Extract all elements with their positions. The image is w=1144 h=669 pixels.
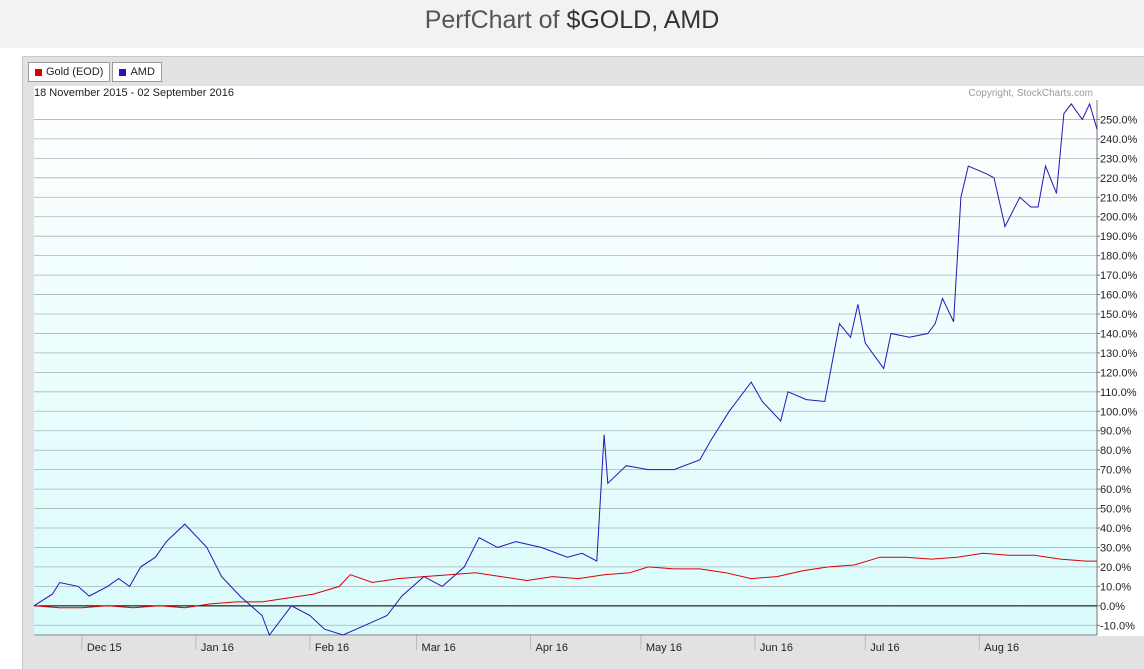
legend-item-gold[interactable]: Gold (EOD) (28, 62, 111, 82)
y-tick-label: 60.0% (1100, 484, 1131, 496)
y-tick-label: 190.0% (1100, 231, 1138, 243)
plot-area (34, 100, 1097, 635)
y-tick-label: 150.0% (1100, 309, 1138, 321)
x-tick-label: Jan 16 (201, 642, 234, 654)
y-tick-label: 100.0% (1100, 406, 1138, 418)
y-tick-label: 70.0% (1100, 465, 1131, 477)
y-tick-label: 10.0% (1100, 581, 1131, 593)
y-tick-label: 160.0% (1100, 290, 1138, 302)
x-tick-label: Jul 16 (870, 642, 899, 654)
y-tick-label: 140.0% (1100, 328, 1138, 340)
x-tick-label: Dec 15 (87, 642, 122, 654)
x-tick-label: Feb 16 (315, 642, 349, 654)
x-tick-label: Apr 16 (536, 642, 568, 654)
y-tick-label: 220.0% (1100, 173, 1138, 185)
date-range: 18 November 2015 - 02 September 2016 (34, 87, 234, 99)
legend-swatch-amd (119, 68, 127, 76)
y-tick-label: 90.0% (1100, 426, 1131, 438)
y-tick-label: 210.0% (1100, 192, 1138, 204)
x-tick-label: Mar 16 (422, 642, 456, 654)
x-tick-label: Aug 16 (984, 642, 1019, 654)
y-tick-label: 240.0% (1100, 134, 1138, 146)
horizontal-gridlines (34, 118, 1100, 626)
y-tick-label: 50.0% (1100, 504, 1131, 516)
legend-item-amd[interactable]: AMD (112, 62, 162, 82)
y-tick-label: 170.0% (1100, 270, 1138, 282)
y-tick-label: 180.0% (1100, 251, 1138, 263)
x-tick-label: Jun 16 (760, 642, 793, 654)
y-tick-label: 200.0% (1100, 212, 1138, 224)
y-tick-label: 0.0% (1100, 601, 1125, 613)
y-tick-label: -10.0% (1100, 620, 1135, 632)
y-tick-label: 40.0% (1100, 523, 1131, 535)
copyright-text: Copyright, StockCharts.com (969, 88, 1094, 99)
y-tick-label: 30.0% (1100, 542, 1131, 554)
y-tick-label: 230.0% (1100, 153, 1138, 165)
y-tick-label: 80.0% (1100, 445, 1131, 457)
legend-swatch-gold (35, 68, 42, 76)
y-tick-labels: -10.0% 0.0% 10.0% 20.0% 30.0% 40.0% 50.0% 60.0%… (1100, 114, 1138, 632)
title-prefix: PerfChart of (424, 6, 560, 34)
series-line-gold (33, 552, 1097, 609)
legend-label-amd: AMD (130, 66, 155, 78)
x-tick-label: May 16 (646, 642, 682, 654)
x-tick-labels: Dec 15 Jan 16 Feb 16 Mar 16 Apr 16 May 16 Jun … (87, 642, 1019, 654)
legend: Gold (EOD) AMD (28, 62, 162, 82)
vertical-gridlines (81, 635, 980, 650)
title-bar: PerfChart of $GOLD, AMD (0, 0, 1144, 48)
y-tick-label: 130.0% (1100, 348, 1138, 360)
y-tick-label: 20.0% (1100, 562, 1131, 574)
y-tick-label: 250.0% (1100, 114, 1138, 126)
legend-label-gold: Gold (EOD) (46, 66, 104, 78)
series-line-amd (33, 102, 1098, 637)
y-tick-label: 120.0% (1100, 367, 1138, 379)
title-tickers: $GOLD, AMD (566, 6, 720, 34)
page-title: PerfChart of $GOLD, AMD (425, 6, 720, 35)
y-tick-label: 110.0% (1100, 387, 1137, 399)
